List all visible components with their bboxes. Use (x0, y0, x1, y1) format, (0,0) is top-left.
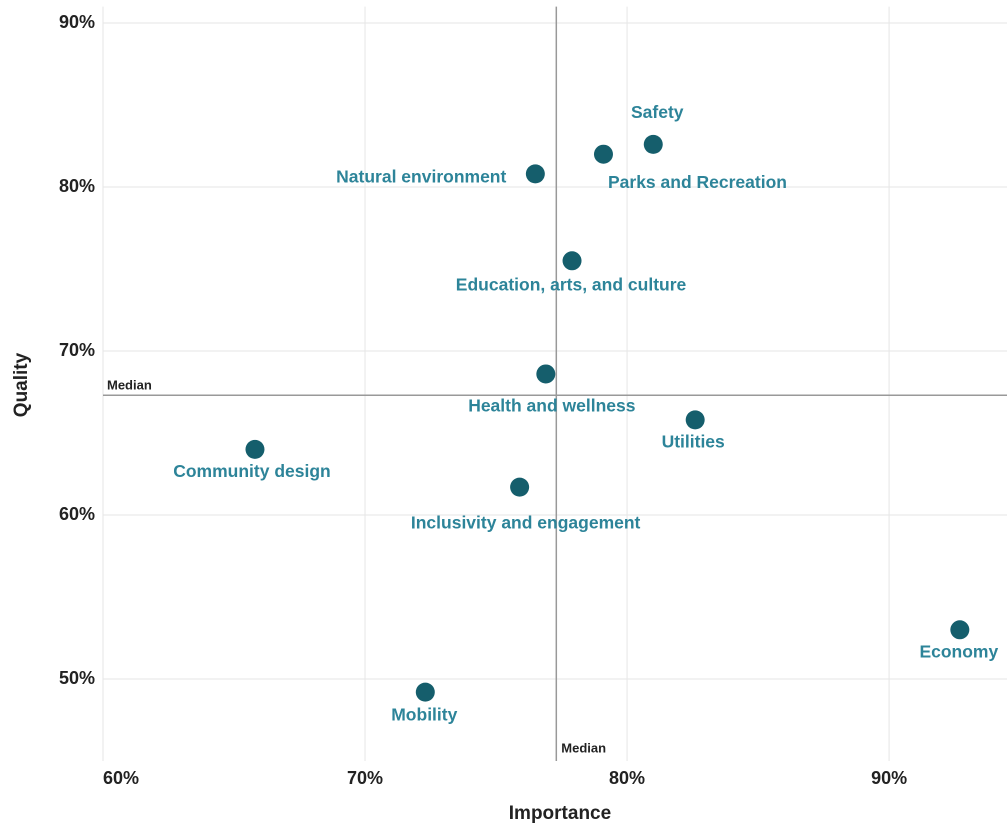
median-label: Median (107, 378, 152, 393)
point-label: Utilities (662, 432, 725, 452)
point-label: Parks and Recreation (608, 172, 787, 192)
x-tick-label: 60% (103, 768, 139, 788)
point-label: Education, arts, and culture (456, 274, 687, 294)
point (685, 410, 705, 430)
point-label: Economy (919, 641, 998, 661)
x-tick-label: 90% (871, 768, 907, 788)
x-axis-label: Importance (509, 803, 611, 824)
y-tick-label: 80% (59, 176, 95, 196)
point (643, 134, 663, 154)
median-label: Median (561, 740, 606, 755)
point-label: Community design (173, 461, 331, 481)
y-tick-label: 50% (59, 668, 95, 688)
x-tick-label: 70% (347, 768, 383, 788)
point-label: Mobility (391, 705, 457, 725)
point (510, 477, 530, 497)
point (415, 682, 435, 702)
y-tick-label: 60% (59, 504, 95, 524)
point-label: Safety (631, 102, 684, 122)
point-label: Inclusivity and engagement (411, 513, 641, 533)
y-tick-label: 70% (59, 340, 95, 360)
point-label: Health and wellness (468, 396, 636, 416)
point (245, 439, 265, 459)
point (536, 364, 556, 384)
point (950, 620, 970, 640)
point (525, 164, 545, 184)
point (593, 144, 613, 164)
point (562, 251, 582, 271)
y-tick-label: 90% (59, 12, 95, 32)
x-tick-label: 80% (609, 768, 645, 788)
y-axis-label: Quality (11, 352, 32, 417)
point-label: Natural environment (336, 167, 506, 187)
